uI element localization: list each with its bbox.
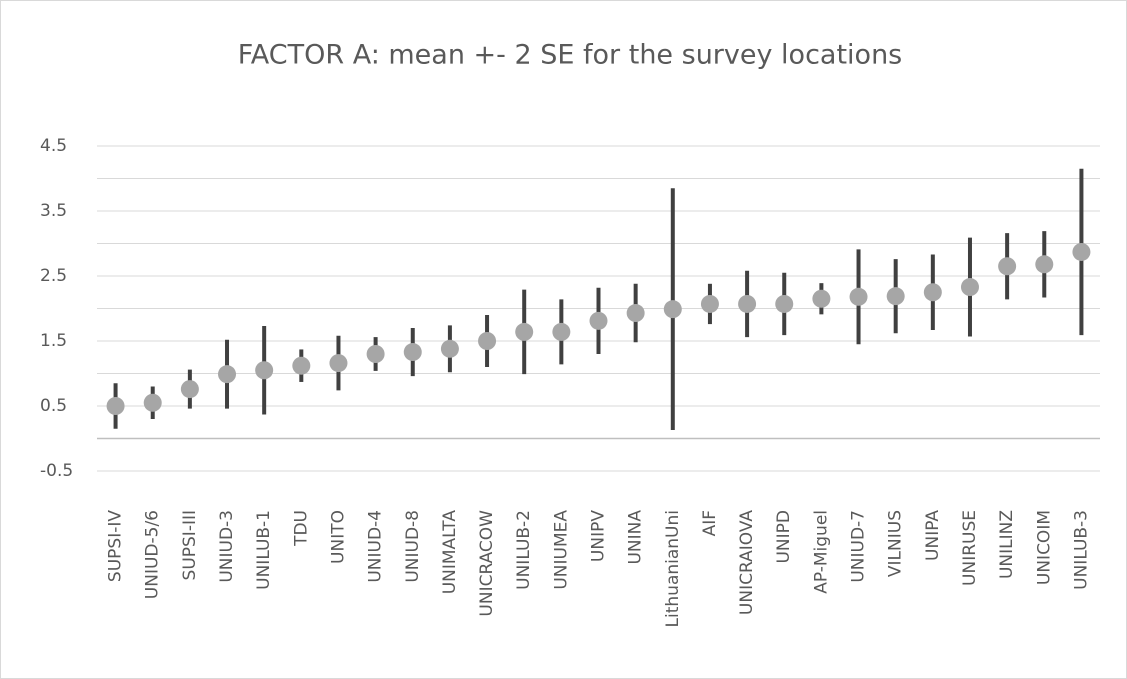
mean-marker xyxy=(180,380,199,399)
x-tick-label: UNIMALTA xyxy=(440,510,460,595)
y-tick-label: 4.5 xyxy=(40,136,67,156)
chart-title: FACTOR A: mean +- 2 SE for the survey lo… xyxy=(238,40,903,71)
x-tick-label: AIF xyxy=(700,510,720,536)
x-tick-label: AP-Miguel xyxy=(811,510,831,594)
mean-marker xyxy=(923,283,942,302)
x-tick-label: UNIUD-7 xyxy=(849,510,869,583)
mean-marker xyxy=(960,278,979,297)
mean-marker xyxy=(292,356,311,375)
mean-marker xyxy=(886,287,905,306)
mean-marker xyxy=(515,322,534,341)
x-tick-label: UNILUB-2 xyxy=(514,510,534,590)
mean-marker xyxy=(663,300,682,319)
x-tick-label: UNICRAIOVA xyxy=(737,510,757,615)
x-tick-label: SUPSI-III xyxy=(180,510,200,580)
mean-marker xyxy=(849,287,868,306)
mean-marker xyxy=(478,332,497,350)
x-tick-label: UNIUMEA xyxy=(551,510,571,590)
x-tick-label: SUPSI-IV xyxy=(106,510,126,582)
x-tick-label: LithuanianUni xyxy=(663,510,683,627)
mean-marker xyxy=(1072,242,1091,261)
mean-marker xyxy=(440,339,459,358)
x-tick-label: UNIPA xyxy=(923,510,943,561)
x-tick-label: VILNIUS xyxy=(886,510,906,577)
x-tick-label: UNICRACOW xyxy=(477,510,497,617)
x-tick-label: UNIPD xyxy=(774,510,794,564)
mean-marker xyxy=(700,294,719,313)
x-tick-label: UNICOIM xyxy=(1034,510,1054,585)
mean-marker xyxy=(218,365,237,384)
y-tick-label: -0.5 xyxy=(40,461,73,481)
mean-marker xyxy=(775,294,794,313)
mean-marker xyxy=(589,311,608,330)
mean-marker xyxy=(812,289,831,308)
x-tick-label: UNINA xyxy=(626,510,646,565)
x-tick-label: UNILINZ xyxy=(997,510,1017,579)
mean-marker xyxy=(329,354,348,373)
y-tick-label: 1.5 xyxy=(40,331,67,351)
x-tick-label: UNIUD-4 xyxy=(366,510,386,583)
x-tick-label: UNIPV xyxy=(589,510,609,562)
x-tick-label: UNIUD-5/6 xyxy=(143,510,163,599)
mean-marker xyxy=(1035,255,1054,274)
mean-marker xyxy=(998,257,1017,276)
mean-marker xyxy=(255,361,274,380)
x-tick-label: UNIRUSE xyxy=(960,510,980,586)
y-tick-label: 0.5 xyxy=(40,396,67,416)
y-tick-label: 3.5 xyxy=(40,201,67,221)
x-tick-label: UNILUB-1 xyxy=(254,510,274,590)
x-tick-label: UNILUB-3 xyxy=(1071,510,1091,590)
mean-marker xyxy=(626,304,645,323)
x-tick-label: UNIUD-3 xyxy=(217,510,237,583)
mean-marker xyxy=(143,393,162,412)
y-tick-label: 2.5 xyxy=(40,266,67,286)
x-tick-label: UNITO xyxy=(328,510,348,564)
mean-marker xyxy=(738,294,757,313)
mean-marker xyxy=(366,345,385,363)
mean-marker xyxy=(106,397,125,415)
x-tick-label: UNIUD-8 xyxy=(403,510,423,583)
mean-marker xyxy=(403,343,422,362)
x-tick-label: TDU xyxy=(291,510,311,547)
mean-marker xyxy=(552,322,571,341)
